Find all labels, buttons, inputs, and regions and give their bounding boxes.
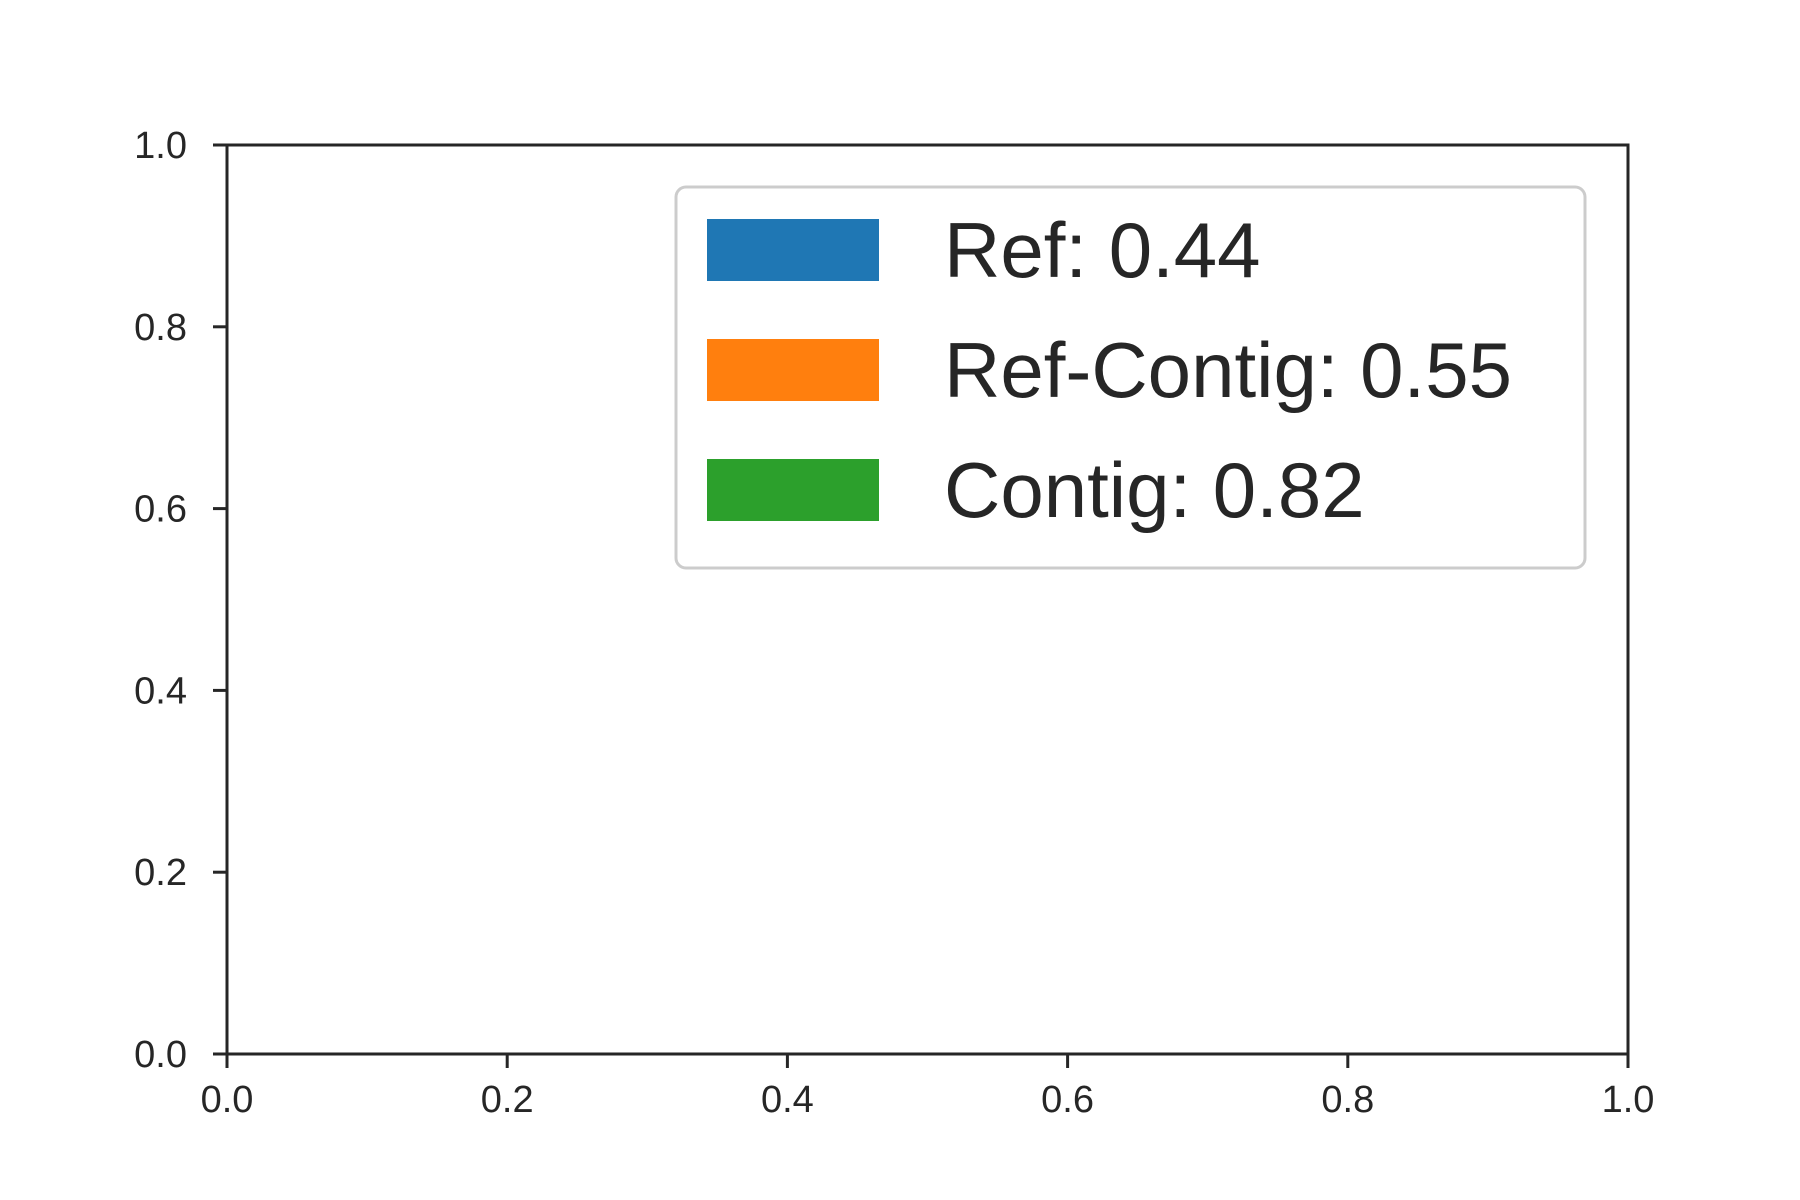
y-tick-label: 0.2 [134,852,187,894]
plot-area-frame [225,143,1630,1056]
legend-label: Ref: 0.44 [944,206,1261,294]
legend-swatch [707,219,879,281]
legend-items: Ref: 0.44 Ref-Contig: 0.55 Contig: 0.82 [707,206,1512,534]
x-tick-label: 0.0 [201,1079,254,1121]
y-tick-label: 0.0 [134,1034,187,1076]
legend-box [674,185,1587,570]
y-tick-label: 0.6 [134,489,187,531]
x-axis-ticks: 0.0 0.2 0.4 0.6 0.8 1.0 [201,1054,1655,1121]
x-tick-label: 1.0 [1602,1079,1655,1121]
legend-swatch [707,339,879,401]
x-tick-label: 0.2 [481,1079,534,1121]
y-tick-label: 0.4 [134,670,187,712]
legend-label: Ref-Contig: 0.55 [944,326,1512,414]
x-tick-label: 0.8 [1321,1079,1374,1121]
x-tick-label: 0.4 [761,1079,814,1121]
y-tick-label: 0.8 [134,307,187,349]
legend-swatch [707,459,879,521]
legend-label: Contig: 0.82 [944,446,1365,534]
y-tick-label: 1.0 [134,125,187,167]
x-tick-label: 0.6 [1041,1079,1094,1121]
legend: Ref: 0.44 Ref-Contig: 0.55 Contig: 0.82 [674,185,1587,570]
y-axis-ticks: 0.0 0.2 0.4 0.6 0.8 1.0 [134,125,227,1076]
